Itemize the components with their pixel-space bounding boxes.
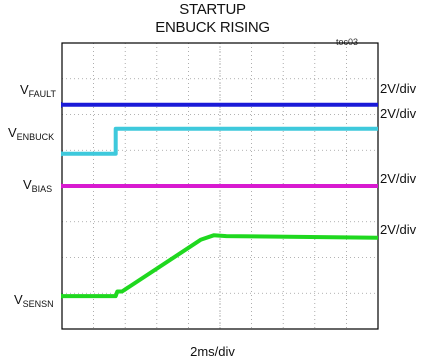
scale-label-enbuck: 2V/div [380, 106, 417, 121]
scale-label-fault: 2V/div [380, 81, 417, 96]
x-axis-label: 2ms/div [190, 344, 235, 359]
channel-marker-sensn [61, 293, 65, 300]
channel-marker-enbuck [61, 150, 65, 157]
signal-label-fault: VFAULT [20, 82, 57, 99]
chart-title: STARTUP [179, 1, 246, 18]
channel-marker-fault [61, 101, 65, 108]
channel-marker-bias [61, 183, 65, 189]
signal-label-sensn: VSENSN [14, 292, 54, 309]
signal-label-enbuck: VENBUCK [8, 125, 55, 142]
waveform-enbuck [62, 126, 378, 156]
scale-label-sensn: 2V/div [380, 222, 417, 237]
signal-label-bias: VBIAS [23, 177, 53, 194]
figure-id: toc03 [336, 37, 359, 47]
chart-subtitle: ENBUCK RISING [155, 19, 270, 36]
waveform-sensn [62, 233, 379, 299]
scale-label-bias: 2V/div [380, 171, 417, 186]
